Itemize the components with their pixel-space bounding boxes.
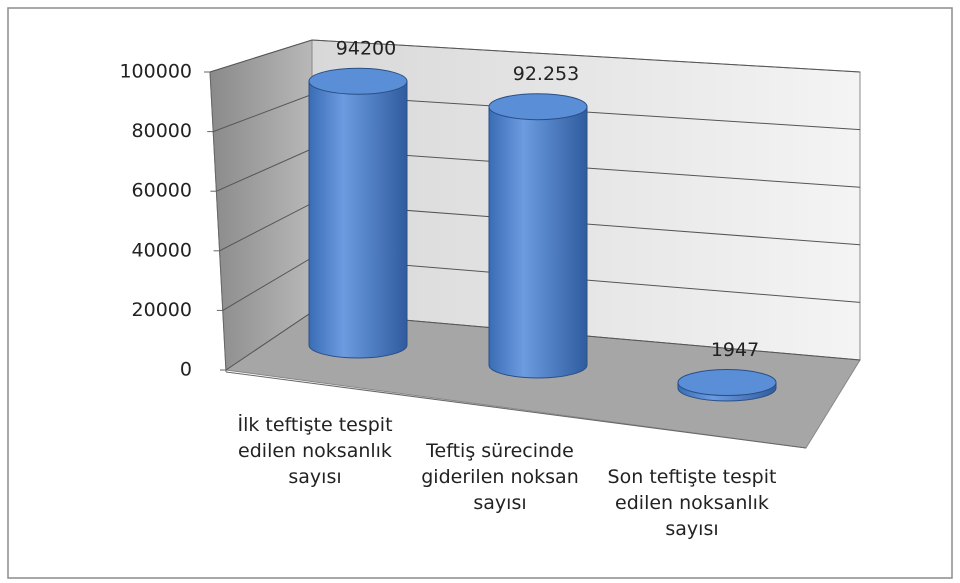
y-tick-label: 0 xyxy=(180,359,192,381)
x-tick-label: Teftiş sürecinde giderilen noksan sayısı xyxy=(421,440,579,514)
y-tick-label: 100000 xyxy=(119,61,192,83)
bar-top xyxy=(488,93,588,121)
value-label: 92.253 xyxy=(513,63,579,85)
grid-line xyxy=(209,39,861,73)
value-label: 1947 xyxy=(711,339,759,361)
y-tick-label: 40000 xyxy=(132,239,192,261)
side-wall xyxy=(209,39,313,371)
y-axis xyxy=(209,71,227,373)
y-tick-label: 60000 xyxy=(132,180,192,202)
y-tick-label: 80000 xyxy=(132,120,192,142)
x-axis xyxy=(225,371,807,449)
bar xyxy=(308,80,408,359)
bar-top xyxy=(677,369,777,397)
bar-top xyxy=(308,67,408,95)
value-label: 94200 xyxy=(336,38,396,60)
x-tick-label: İlk teftişte tespit edilen noksanlık say… xyxy=(237,414,393,488)
y-tick-label: 20000 xyxy=(132,299,192,321)
x-tick-label: Son teftişte tespit edilen noksanlık say… xyxy=(607,466,777,540)
bar xyxy=(488,106,588,379)
